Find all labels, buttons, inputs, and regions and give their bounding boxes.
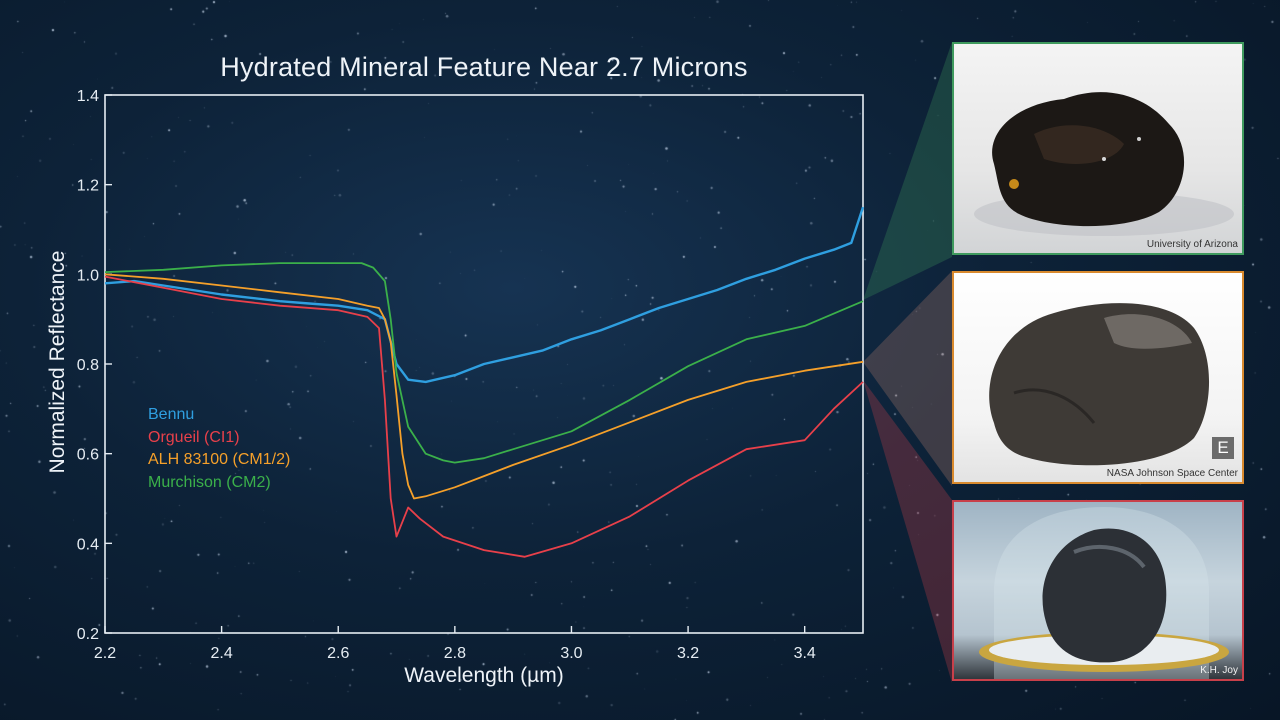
y-tick-label: 1.4	[77, 88, 99, 105]
legend: Bennu Orgueil (CI1) ALH 83100 (CM1/2) Mu…	[148, 404, 290, 494]
legend-entry-orgueil: Orgueil (CI1)	[148, 428, 240, 446]
photo-credit-2: NASA Johnson Space Center	[1106, 468, 1238, 479]
photo-orgueil-meteorite: K.H. Joy	[952, 500, 1244, 681]
connector-wedge-1	[863, 42, 952, 300]
y-tick-label: 1.2	[77, 178, 99, 195]
chart-title: Hydrated Mineral Feature Near 2.7 Micron…	[220, 52, 748, 82]
axis-ticks: 2.2 2.4 2.6 2.8 3.0 3.2 3.4 0.2 0.4 0.6 0.8 1.0 1.2 1…	[77, 88, 816, 662]
photo-badge: E	[1212, 437, 1234, 459]
series-line-orgueil	[104, 275, 864, 558]
photo-credit-3: K.H. Joy	[1200, 665, 1238, 676]
x-axis-label: Wavelength (µm)	[404, 664, 564, 687]
series-line-bennu	[104, 206, 865, 384]
series-line-alh	[104, 273, 864, 500]
y-tick-label: 0.8	[77, 357, 99, 374]
y-tick-label: 0.6	[77, 447, 99, 464]
y-axis-label: Normalized Reflectance	[46, 250, 69, 474]
orgueil-rock-image	[979, 507, 1229, 679]
connector-wedge-2	[863, 271, 952, 486]
connector-wedge-3	[863, 380, 952, 683]
legend-entry-murchison: Murchison (CM2)	[148, 473, 271, 491]
photo-murchison-meteorite: University of Arizona	[952, 42, 1244, 255]
x-tick-label: 2.8	[444, 645, 466, 662]
x-tick-label: 3.4	[794, 645, 816, 662]
y-tick-label: 0.4	[77, 536, 99, 553]
data-series	[104, 206, 865, 558]
photo-alh-meteorite: E NASA Johnson Space Center	[952, 271, 1244, 484]
x-tick-label: 2.2	[94, 645, 116, 662]
x-tick-label: 2.6	[327, 645, 349, 662]
alh-rock-image	[989, 303, 1210, 466]
y-tick-label: 0.2	[77, 626, 99, 643]
murchison-rock-image	[974, 92, 1234, 236]
series-line-murchison	[104, 262, 864, 464]
y-tick-label: 1.0	[77, 267, 99, 284]
legend-entry-alh: ALH 83100 (CM1/2)	[148, 451, 291, 468]
x-tick-label: 3.2	[677, 645, 699, 662]
x-tick-label: 2.4	[210, 645, 232, 662]
x-tick-label: 3.0	[560, 645, 582, 662]
photo-credit-1: University of Arizona	[1146, 239, 1238, 250]
legend-entry-bennu: Bennu	[148, 406, 195, 423]
